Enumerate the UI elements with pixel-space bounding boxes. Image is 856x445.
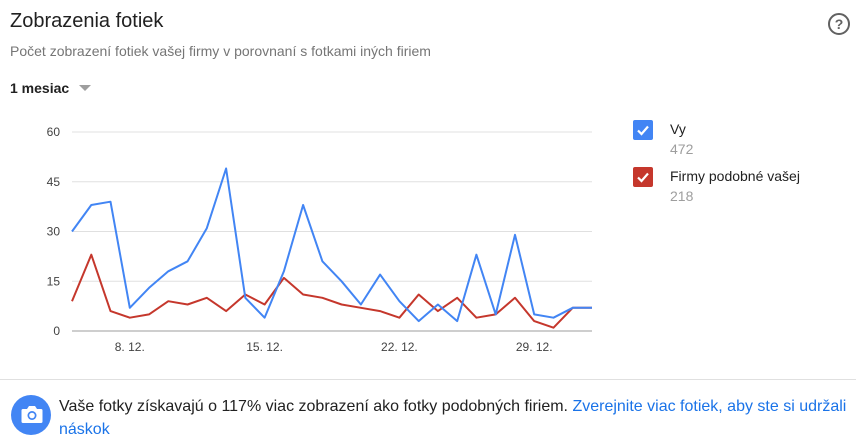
legend-value: 218 <box>670 188 694 204</box>
x-tick-label: 29. 12. <box>516 340 553 354</box>
series-line <box>71 167 592 323</box>
y-tick-label: 45 <box>47 175 61 189</box>
page-subtitle: Počet zobrazení fotiek vašej firmy v por… <box>10 43 431 59</box>
camera-icon <box>11 395 51 435</box>
series-line <box>71 253 592 329</box>
legend-label: Vy <box>670 121 686 137</box>
line-chart: 0 15 30 45 60 8. 12. 15. 12. 22. 12. 29. 12. <box>47 125 592 354</box>
checkbox-icon[interactable] <box>633 120 653 140</box>
add-photos-link[interactable]: Zverejnite viac fotiek, aby ste si udrža… <box>59 398 847 438</box>
x-tick-label: 15. 12. <box>246 340 283 354</box>
y-tick-label: 0 <box>53 324 60 338</box>
checkbox-icon[interactable] <box>633 167 653 187</box>
legend-value: 472 <box>670 141 694 157</box>
period-dropdown[interactable]: 1 mesiac <box>10 80 92 96</box>
footer-text: Vaše fotky získavajú o 117% viac zobraze… <box>59 398 568 415</box>
help-icon[interactable]: ? <box>828 13 850 35</box>
x-tick-label: 22. 12. <box>381 340 418 354</box>
x-tick-label: 8. 12. <box>115 340 145 354</box>
dropdown-arrow-icon <box>79 85 92 91</box>
footer-message: Vaše fotky získavajú o 117% viac zobraze… <box>59 395 849 441</box>
y-tick-label: 15 <box>47 274 61 288</box>
y-tick-label: 60 <box>47 125 61 139</box>
period-dropdown-label: 1 mesiac <box>10 80 70 96</box>
legend-label: Firmy podobné vašej <box>670 168 800 184</box>
y-tick-label: 30 <box>47 225 61 239</box>
divider <box>0 379 856 380</box>
page-title: Zobrazenia fotiek <box>10 10 164 32</box>
